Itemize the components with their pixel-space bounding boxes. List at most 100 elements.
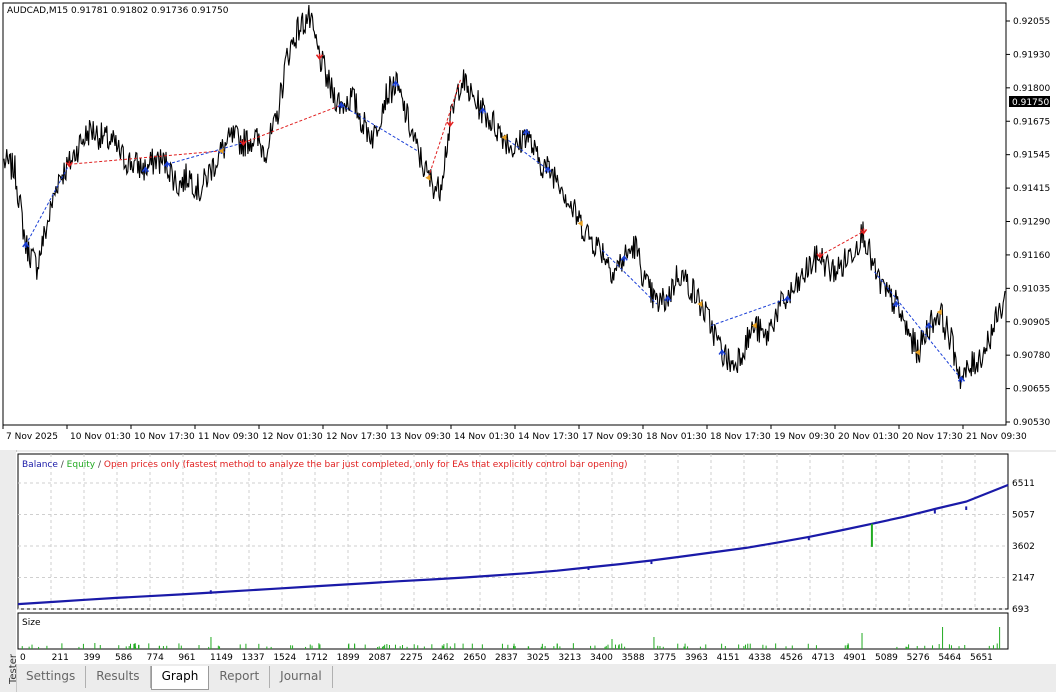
time-axis-label: 7 Nov 2025	[6, 432, 58, 442]
close-marker	[501, 134, 507, 141]
trade-line-sell	[69, 150, 222, 165]
price-axis-label: 0.91800	[1013, 84, 1050, 94]
sell-marker	[446, 120, 454, 128]
trade-line-buy	[167, 142, 244, 165]
trade-axis-label: 4713	[812, 653, 835, 663]
trade-axis-label: 1899	[337, 653, 360, 663]
trade-axis-label: 1337	[242, 653, 265, 663]
time-axis-label: 17 Nov 09:30	[582, 432, 643, 442]
buy-marker	[664, 295, 672, 302]
trade-axis-label: 774	[147, 653, 164, 663]
time-axis-label: 13 Nov 09:30	[390, 432, 451, 442]
sell-marker	[65, 161, 73, 168]
balance-axis-label: 2147	[1012, 574, 1035, 584]
trade-line-sell	[427, 78, 462, 178]
legend-sep-2: /	[95, 460, 104, 470]
legend-modelling-note: Open prices only (fastest method to anal…	[104, 460, 628, 470]
tester-tabs: Settings Results Graph Report Journal	[16, 666, 333, 690]
time-axis-label: 10 Nov 01:30	[70, 432, 131, 442]
price-axis-label: 0.90780	[1013, 351, 1050, 361]
trade-line-buy	[504, 136, 549, 171]
trade-axis-label: 5651	[970, 653, 993, 663]
buy-marker	[337, 101, 345, 109]
trade-axis-label: 3963	[685, 653, 708, 663]
sell-marker	[315, 53, 324, 61]
graph-legend: Balance / Equity / Open prices only (fas…	[22, 460, 628, 470]
trade-axis-label: 5089	[875, 653, 898, 663]
price-axis-label: 0.90530	[1013, 418, 1050, 428]
balance-axis-label: 5057	[1012, 511, 1035, 521]
buy-marker	[718, 349, 726, 356]
time-axis-label: 18 Nov 17:30	[710, 432, 771, 442]
trade-line-sell	[243, 104, 342, 144]
tab-settings[interactable]: Settings	[16, 666, 87, 688]
trade-axis-label: 2837	[495, 653, 518, 663]
buy-marker	[392, 80, 400, 87]
price-axis-label: 0.91035	[1013, 284, 1050, 294]
buy-marker	[522, 128, 530, 136]
tab-results[interactable]: Results	[86, 666, 151, 688]
trade-line-buy	[25, 164, 70, 246]
trade-axis-label: 211	[52, 653, 69, 663]
buy-marker	[479, 107, 487, 114]
legend-sep-1: /	[58, 460, 67, 470]
balance-axis-label: 6511	[1012, 479, 1035, 489]
price-axis-label: 0.90905	[1013, 318, 1050, 328]
trade-line-sell	[819, 231, 864, 257]
trade-axis-label: 3775	[653, 653, 676, 663]
trade-axis-label: 3213	[558, 653, 581, 663]
current-price-badge	[1009, 96, 1050, 107]
trade-axis-label: 5276	[907, 653, 930, 663]
tab-report[interactable]: Report	[209, 666, 271, 688]
trade-axis-label: 4338	[748, 653, 771, 663]
balance-plot-frame	[17, 453, 1009, 610]
sell-marker	[816, 252, 824, 259]
price-chart-panel[interactable]: AUDCAD,M15 0.91781 0.91802 0.91736 0.917…	[0, 0, 1056, 443]
price-axis-label: 0.91415	[1013, 184, 1050, 194]
price-axis-label: 0.92055	[1013, 17, 1050, 27]
time-axis-label: 10 Nov 17:30	[134, 432, 195, 442]
time-axis-label: 19 Nov 09:30	[774, 432, 835, 442]
trade-axis-label: 2087	[368, 653, 391, 663]
trade-axis-label: 1149	[210, 653, 233, 663]
buy-marker	[544, 166, 552, 173]
chart-header: AUDCAD,M15 0.91781 0.91802 0.91736 0.917…	[7, 6, 229, 16]
balance-axis-label: 693	[1012, 605, 1029, 615]
time-axis-label: 14 Nov 01:30	[454, 432, 515, 442]
close-marker	[914, 349, 920, 356]
trade-axis-label: 4901	[843, 653, 866, 663]
trade-axis-label: 4151	[717, 653, 740, 663]
price-chart[interactable]: AUDCAD,M15 0.91781 0.91802 0.91736 0.917…	[0, 0, 1056, 443]
trade-axis-label: 2650	[463, 653, 486, 663]
trade-axis-label: 4526	[780, 653, 803, 663]
time-axis-label: 12 Nov 01:30	[262, 432, 323, 442]
graph-area[interactable]: 6511 5057 3602 2147 693 0 211 399 586 774 961 1149…	[16, 450, 1056, 664]
trade-line-buy	[874, 271, 962, 380]
sell-marker	[859, 228, 868, 235]
time-axis-label: 12 Nov 17:30	[326, 432, 387, 442]
buy-marker	[783, 295, 791, 302]
time-axis-label: 11 Nov 09:30	[198, 432, 259, 442]
trade-axis-label: 1712	[305, 653, 328, 663]
buy-marker	[22, 241, 30, 248]
price-axis-label: 0.90655	[1013, 385, 1050, 395]
balance-graph[interactable]: 6511 5057 3602 2147 693 0 211 399 586 774 961 1149…	[16, 450, 1056, 664]
trade-axis-label: 3400	[590, 653, 613, 663]
close-marker	[697, 301, 703, 308]
tab-graph[interactable]: Graph	[150, 666, 210, 690]
tab-journal[interactable]: Journal	[270, 666, 333, 688]
buy-marker	[141, 166, 150, 173]
buy-marker	[957, 376, 966, 383]
trade-axis-label: 3588	[622, 653, 645, 663]
sell-marker	[239, 139, 247, 147]
price-axis-label: 0.91160	[1013, 251, 1050, 261]
trade-line-buy	[711, 298, 788, 327]
time-axis-label: 14 Nov 17:30	[518, 432, 579, 442]
time-axis-label: 20 Nov 01:30	[838, 432, 899, 442]
trade-axis-label: 961	[178, 653, 195, 663]
close-marker	[751, 322, 757, 329]
buy-marker	[925, 322, 933, 329]
current-price-label: 0.91750	[1012, 98, 1049, 108]
trade-axis-label: 3025	[527, 653, 550, 663]
trade-axis-label: 586	[115, 653, 132, 663]
